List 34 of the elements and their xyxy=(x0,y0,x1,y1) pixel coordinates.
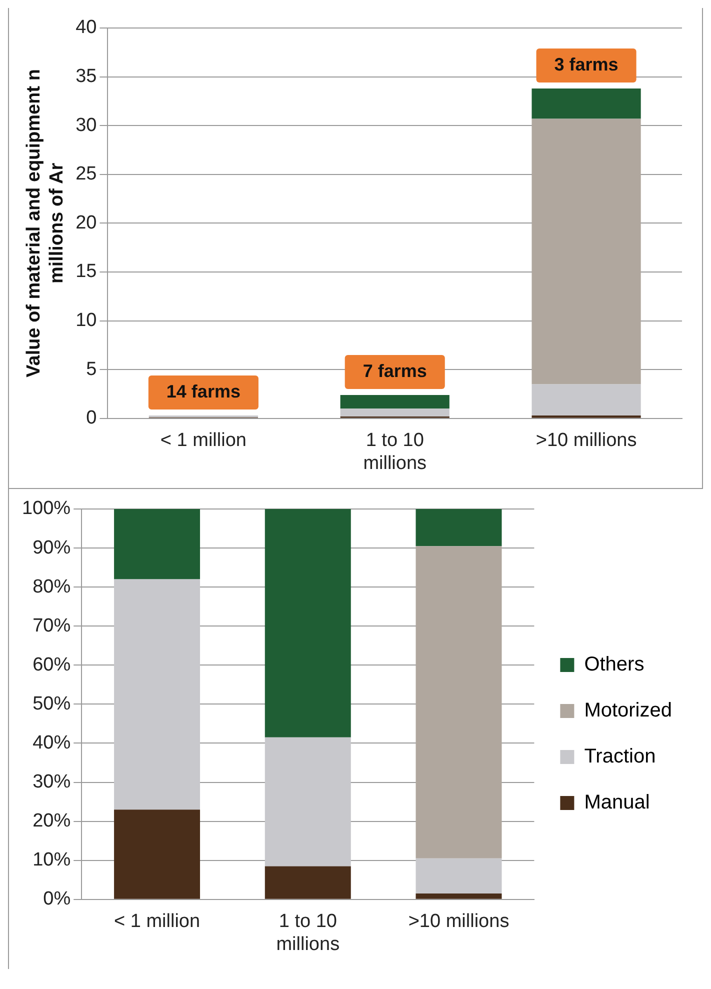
annotation: 14 farms xyxy=(166,381,240,402)
x-tick-label: < 1 million xyxy=(114,911,200,932)
legend-label: Others xyxy=(584,654,644,676)
y-tick-label: 60% xyxy=(32,654,71,676)
y-tick-label: 30% xyxy=(32,772,71,793)
y-tick-label: 40 xyxy=(76,17,97,38)
y-axis-title: Value of material and equipment n millions of Ar xyxy=(24,69,68,378)
y-tick-label: 50% xyxy=(32,693,71,714)
y-tick-label: 35 xyxy=(76,66,97,88)
y-tick-label: 20 xyxy=(76,212,97,234)
y-tick-label: 15 xyxy=(76,261,97,282)
y-tick-label: 0 xyxy=(86,408,97,429)
y-tick-label: 10% xyxy=(32,850,71,871)
x-tick-label: 1 to 10 millions xyxy=(276,911,340,955)
y-tick-label: 90% xyxy=(32,537,71,558)
y-tick-label: 100% xyxy=(22,498,71,520)
y-tick-label: 10 xyxy=(76,310,97,332)
y-tick-label: 70% xyxy=(32,615,71,636)
y-tick-label: 20% xyxy=(32,810,71,832)
legend-label: Traction xyxy=(584,746,656,768)
y-tick-label: 30 xyxy=(76,114,97,136)
y-tick-label: 80% xyxy=(32,576,71,598)
x-tick-label: 1 to 10 millions xyxy=(363,430,427,474)
x-tick-label: >10 millions xyxy=(536,430,637,452)
annotation: 3 farms xyxy=(554,54,618,74)
y-tick-label: 5 xyxy=(86,358,97,380)
y-tick-label: 40% xyxy=(32,732,71,754)
x-tick-label: >10 millions xyxy=(408,911,510,932)
y-tick-label: 25 xyxy=(76,164,97,185)
legend-label: Motorized xyxy=(584,700,672,722)
y-tick-label: 0% xyxy=(43,888,71,910)
annotation: 7 farms xyxy=(362,360,427,381)
x-tick-label: < 1 million xyxy=(160,430,246,452)
legend-label: Manual xyxy=(584,792,650,814)
